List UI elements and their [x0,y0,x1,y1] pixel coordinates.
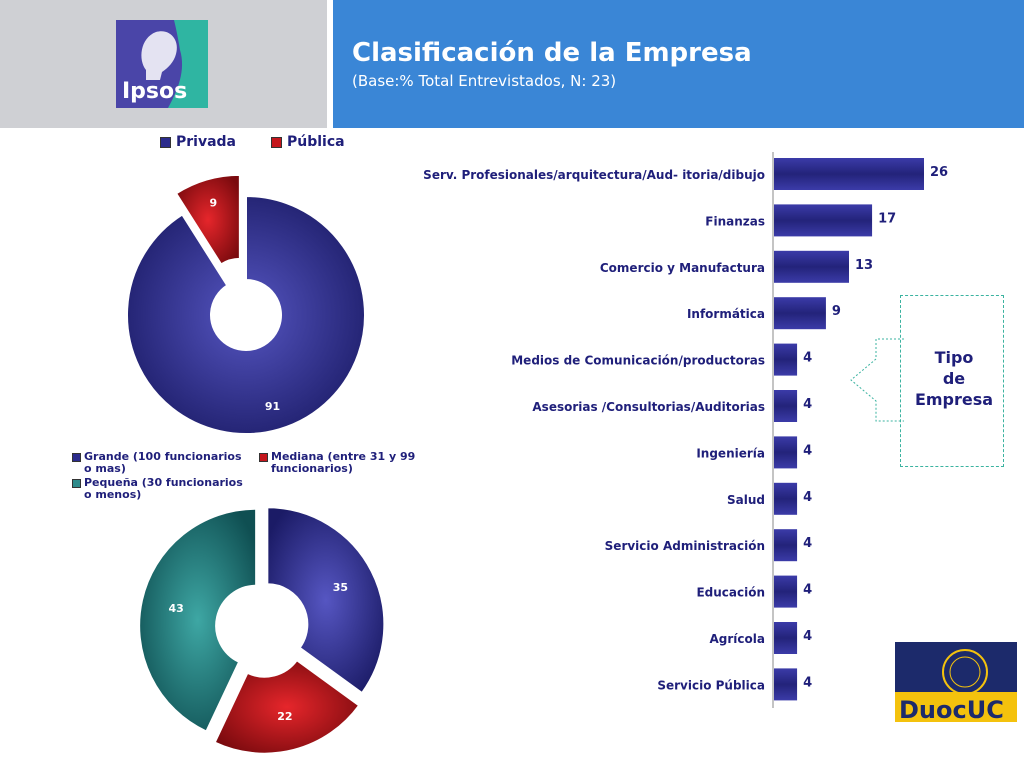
header-title-panel [333,0,1024,128]
bar-category-label: Asesorias /Consultorias/Auditorias [532,400,765,414]
bar-value-label: 4 [803,629,812,644]
bar-category-label: Salud [727,493,765,507]
bar-value-label: 4 [803,583,812,598]
bar-category-label: Servicio Pública [657,678,765,692]
duocuc-logo: DuocUC [895,642,1017,722]
bar-value-label: 26 [930,165,948,180]
legend-item-privada: Privada [160,134,236,150]
pie-slice [174,173,241,266]
ipsos-logo-text: Ipsos [122,79,187,104]
bar [774,575,798,608]
duocuc-logo-text: DuocUC [899,696,1004,722]
bar [774,250,849,283]
page-subtitle: (Base:% Total Entrevistados, N: 23) [352,72,617,90]
bar-category-label: Serv. Profesionales/arquitectura/Aud- it… [423,168,765,182]
bar-category-label: Ingeniería [696,446,765,460]
pie-slice-label: 22 [277,710,292,723]
bar-value-label: 13 [855,258,873,273]
bar-value-label: 4 [803,397,812,412]
annotation-line: de [942,369,966,388]
pie-chart-sector: 91 9 [126,173,366,435]
bar-category-label: Medios de Comunicación/productoras [511,354,765,368]
annotation-line: Empresa [914,390,994,409]
legend-item-pequena: Pequeña (30 funcionarios o menos) [72,477,244,501]
bar-category-label: Educación [696,586,765,600]
pie-slice-label: 43 [168,602,183,615]
legend-swatch [271,136,282,148]
bar [774,204,873,237]
pie-slice-label: 35 [333,581,348,594]
bar-value-label: 17 [878,211,896,226]
bar-value-label: 4 [803,675,812,690]
annotation-line: Tipo [934,348,974,367]
annotation-label: Tipo de Empresa [905,347,1003,410]
bar [774,482,798,515]
bar [774,668,798,701]
bar-value-label: 4 [803,351,812,366]
bar [774,343,798,376]
bar [774,297,826,330]
bar-category-label: Servicio Administración [605,539,765,553]
pie-slice-label: 91 [265,400,280,413]
bar [774,529,798,562]
bar-category-label: Finanzas [705,214,765,228]
bar-category-label: Comercio y Manufactura [600,261,765,275]
legend-label: Grande (100 funcionarios o mas) [84,450,242,475]
bar [774,390,798,422]
bar-category-label: Agrícola [710,632,765,646]
bar [774,158,924,190]
legend-label: Pública [287,134,345,150]
pie-slice [213,658,361,755]
ipsos-logo: Ipsos [116,20,208,108]
pie-slice [266,506,386,695]
annotation-box [900,295,1004,467]
legend-label: Pequeña (30 funcionarios o menos) [84,476,243,501]
legend-swatch [160,136,171,148]
legend-item-grande: Grande (100 funcionarios o mas) [72,451,244,475]
legend-swatch [259,453,268,462]
legend-item-mediana: Mediana (entre 31 y 99 funcionarios) [259,451,419,475]
pie-slice [138,507,258,733]
bar-value-label: 4 [803,443,812,458]
bar [774,622,798,654]
legend-item-publica: Pública [271,134,345,150]
bar-value-label: 4 [803,536,812,551]
legend-swatch [72,479,81,488]
legend-swatch [72,453,81,462]
pie-slice [126,194,366,435]
page-title: Clasificación de la Empresa [352,38,752,68]
bar-value-label: 4 [803,490,812,505]
legend-label: Privada [176,134,237,150]
bar-category-label: Informática [687,307,765,321]
pie-slice-label: 9 [210,197,218,210]
legend-label: Mediana (entre 31 y 99 funcionarios) [271,450,416,475]
pie-chart-size: 35 22 43 [138,506,386,755]
bar-value-label: 9 [832,304,841,319]
bar [774,436,798,469]
arrow-left-icon [850,338,904,422]
